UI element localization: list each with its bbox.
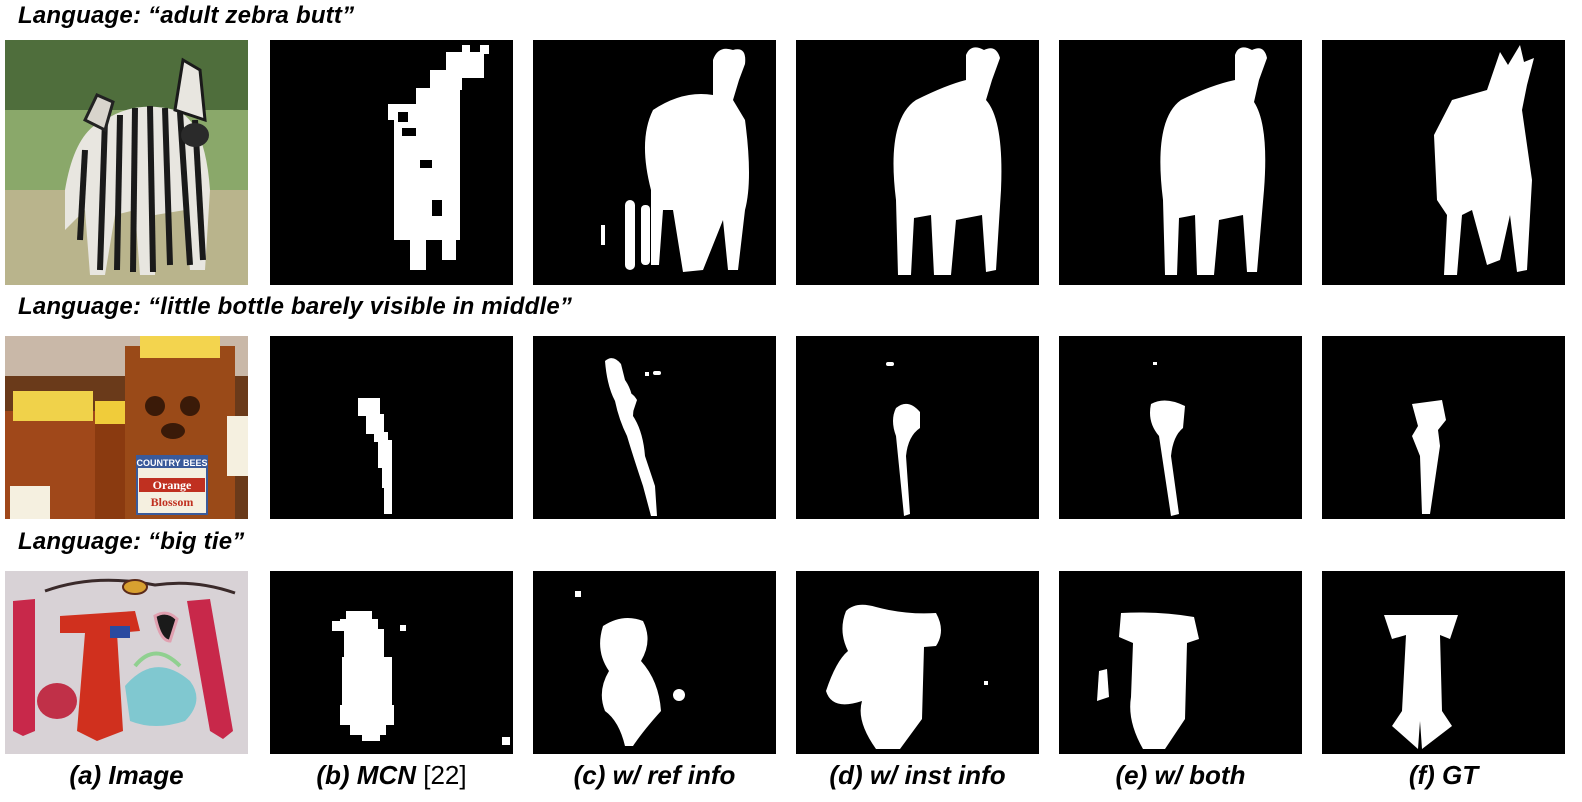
column-label-image: (a) Image — [69, 760, 184, 790]
row-caption-1: Language: “adult zebra butt” — [18, 2, 355, 29]
honey-bottles-photo: COUNTRY BEES Orange Blossom — [5, 336, 248, 519]
mask-r1-inst — [796, 40, 1039, 285]
zebra-photo — [5, 40, 248, 285]
mask-r3-both — [1059, 571, 1302, 754]
bottle-label-orange: Orange — [153, 478, 192, 492]
mask-r1-both — [1059, 40, 1302, 285]
row-caption-2: Language: “little bottle barely visible … — [18, 293, 573, 320]
bottle-label-blossom: Blossom — [151, 495, 194, 509]
mask-r2-ref — [533, 336, 776, 519]
mask-r1-mcn — [270, 40, 513, 285]
mask-r3-inst — [796, 571, 1039, 754]
column-label-inst-info: (d) w/ inst info — [829, 760, 1006, 790]
mask-r2-both — [1059, 336, 1302, 519]
column-label-ref-info: (c) w/ ref info — [573, 760, 736, 790]
mask-r3-ref — [533, 571, 776, 754]
mask-r1-gt — [1322, 40, 1565, 285]
mask-r2-mcn — [270, 336, 513, 519]
column-label-mcn-ref: [22] — [423, 760, 467, 790]
mask-r2-gt — [1322, 336, 1565, 519]
row-caption-3: Language: “big tie” — [18, 528, 245, 555]
bottle-label-brand: COUNTRY BEES — [136, 458, 207, 468]
column-label-both: (e) w/ both — [1115, 760, 1246, 790]
column-label-mcn: (b) MCN [22] — [270, 760, 513, 791]
mask-r3-gt — [1322, 571, 1565, 754]
column-label-gt: (f) GT — [1408, 760, 1479, 790]
mask-r3-mcn — [270, 571, 513, 754]
mask-r2-inst — [796, 336, 1039, 519]
mask-r1-ref — [533, 40, 776, 285]
column-label-mcn-main: (b) MCN — [316, 760, 424, 790]
ties-photo — [5, 571, 248, 754]
